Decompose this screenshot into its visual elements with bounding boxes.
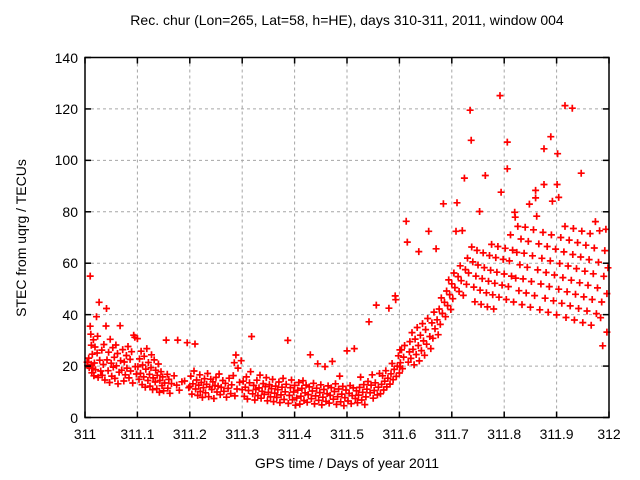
y-tick-label: 20	[62, 358, 78, 375]
y-tick-label: 40	[62, 306, 78, 323]
x-tick-label: 311.4	[277, 426, 312, 442]
y-tick-label: 60	[62, 255, 78, 272]
chart-title: Rec. chur (Lon=265, Lat=58, h=HE), days …	[130, 12, 564, 28]
y-tick-label: 100	[54, 152, 78, 169]
x-tick-label: 311.9	[539, 426, 574, 442]
y-tick-label: 140	[54, 49, 78, 66]
data-points	[83, 92, 612, 410]
x-tick-label: 311	[73, 426, 97, 442]
x-tick-label: 312	[597, 426, 621, 442]
x-tick-label: 311.1	[120, 426, 155, 442]
y-tick-label: 120	[54, 100, 78, 117]
y-tick-label: 80	[62, 203, 78, 220]
x-tick-label: 311.8	[487, 426, 522, 442]
x-axis-label: GPS time / Days of year 2011	[254, 455, 440, 471]
x-tick-label: 311.7	[434, 426, 469, 442]
x-tick-label: 311.6	[382, 426, 417, 442]
y-tick-label: 0	[70, 409, 78, 426]
x-tick-label: 311.2	[172, 426, 207, 442]
x-tick-label: 311.3	[225, 426, 260, 442]
x-tick-label: 311.5	[330, 426, 364, 442]
